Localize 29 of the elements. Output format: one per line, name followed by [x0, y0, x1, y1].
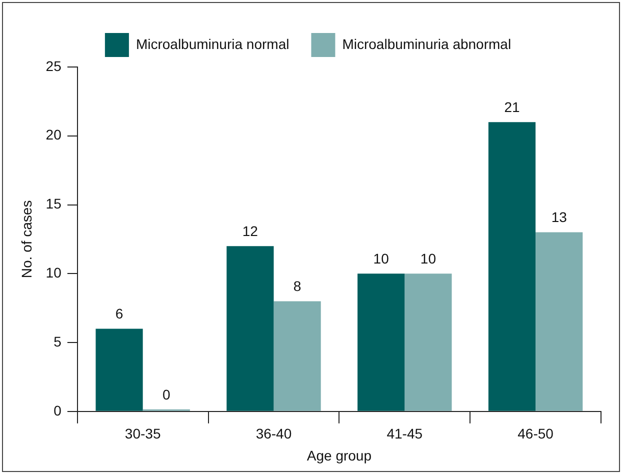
bar: [404, 274, 452, 411]
x-axis-title: Age group: [306, 447, 372, 464]
y-tick-label: 25: [46, 58, 62, 74]
y-tick-label: 0: [54, 402, 62, 418]
bar: [488, 122, 536, 411]
legend-label: Microalbuminuria normal: [136, 36, 290, 52]
bar: [536, 232, 583, 411]
data-label: 6: [115, 306, 124, 322]
data-label: 10: [373, 250, 390, 266]
data-label: 21: [504, 98, 520, 115]
y-tick-label: 15: [46, 196, 62, 212]
x-tick-label: 36-40: [256, 426, 292, 442]
legend-label: Microalbuminuria abnormal: [342, 36, 512, 52]
x-tick-label: 41-45: [386, 426, 423, 442]
bar: [96, 328, 143, 411]
x-tick-label: 46-50: [518, 426, 554, 442]
y-tick-label: 20: [46, 126, 62, 143]
bar: [226, 246, 274, 411]
bar: [358, 274, 405, 411]
data-label: 0: [162, 386, 170, 402]
y-tick-label: 10: [46, 264, 62, 280]
y-tick-label: 5: [54, 333, 62, 350]
x-tick-label: 30-35: [124, 426, 161, 442]
data-label: 12: [242, 222, 258, 239]
data-label: 13: [551, 209, 568, 226]
y-axis-title: No. of cases: [18, 200, 34, 278]
data-label: 8: [293, 278, 302, 294]
bar: [274, 301, 321, 411]
data-label: 10: [420, 250, 436, 266]
